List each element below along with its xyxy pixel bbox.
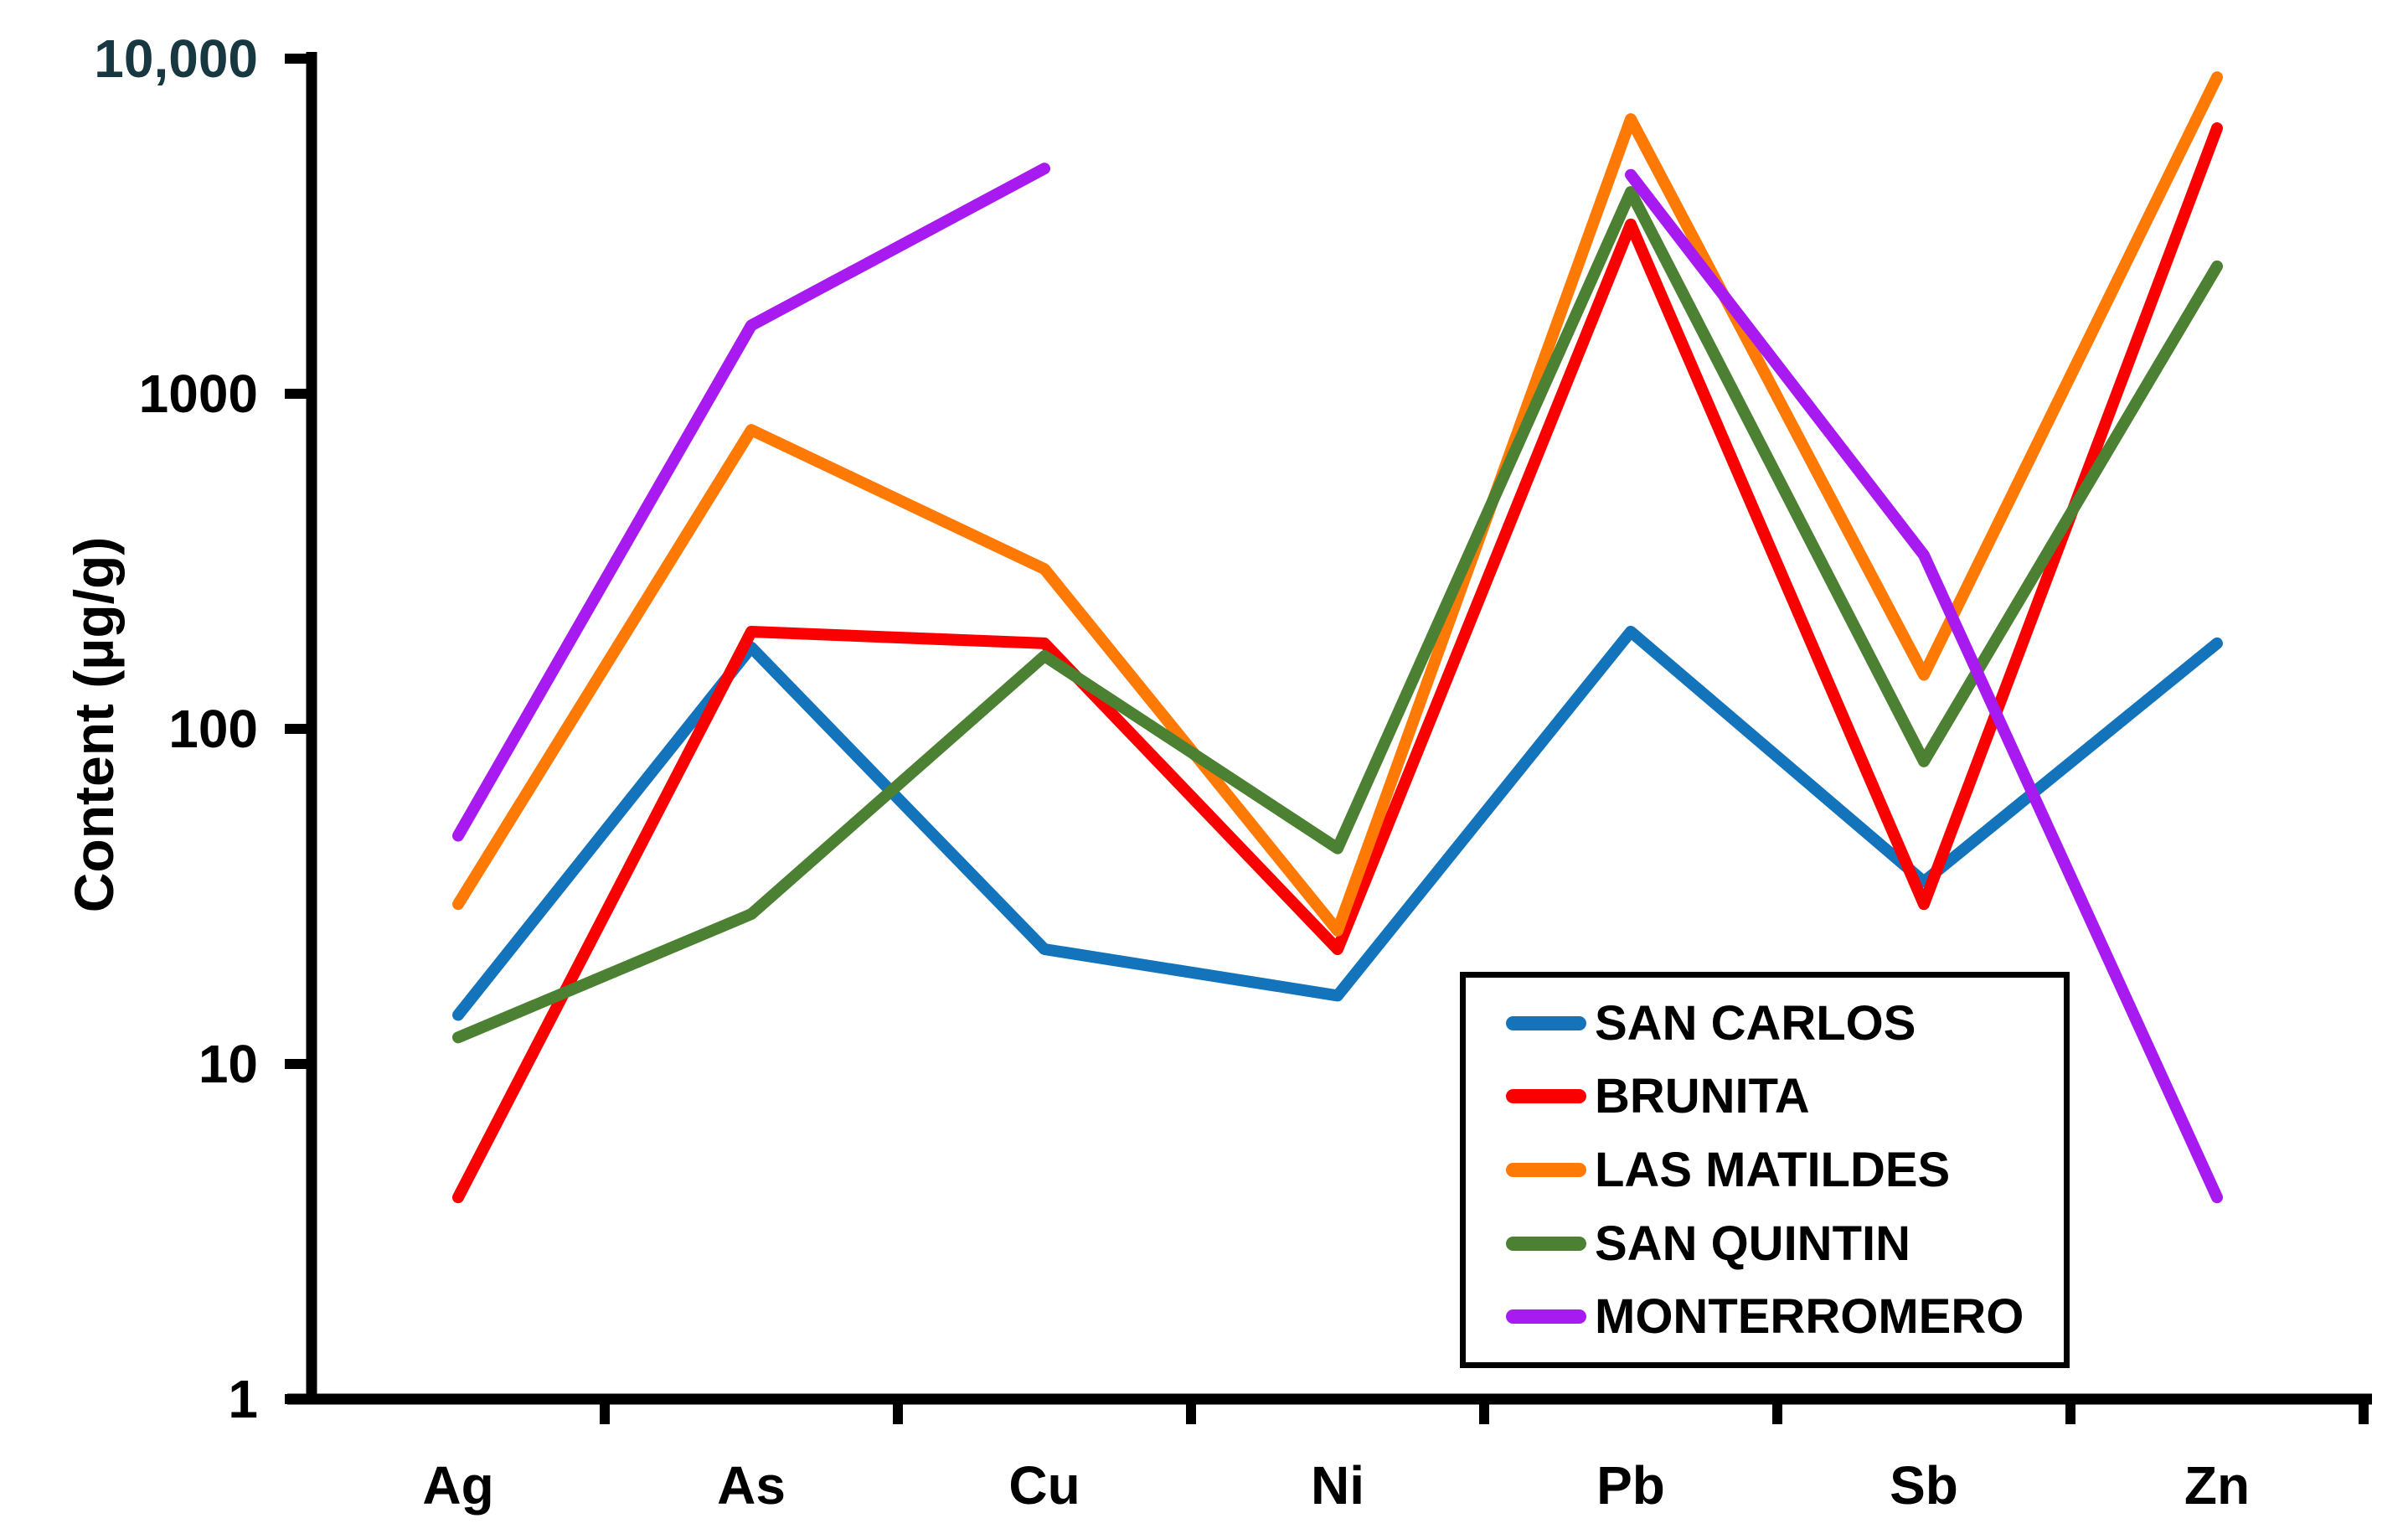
axes (285, 52, 2372, 1424)
legend-label: SAN QUINTIN (1595, 1216, 1910, 1271)
legend-item: SAN CARLOS (1506, 995, 2064, 1051)
legend: SAN CARLOS BRUNITA LAS MATILDES SAN QUIN… (1460, 972, 2070, 1368)
series-line-san-quintin (452, 186, 2223, 1044)
legend-label: SAN CARLOS (1595, 995, 1916, 1051)
legend-swatch (1506, 1162, 1586, 1177)
legend-swatch (1506, 1015, 1586, 1030)
y-tick-label-1000: 1000 (138, 364, 258, 424)
legend-swatch (1506, 1309, 1586, 1325)
x-label-ni: Ni (1311, 1455, 1364, 1516)
x-label-ag: Ag (422, 1455, 494, 1516)
legend-swatch (1506, 1089, 1586, 1104)
legend-item: SAN QUINTIN (1506, 1216, 2064, 1272)
series-line-monterromero (1625, 168, 2223, 1204)
legend-swatch (1506, 1236, 1586, 1251)
legend-label: LAS MATILDES (1595, 1142, 1951, 1197)
y-tick-label-1: 1 (228, 1369, 258, 1429)
y-tick-label-10: 10 (198, 1034, 258, 1094)
x-label-pb: Pb (1596, 1455, 1665, 1516)
series-line-san-carlos (452, 626, 2223, 1021)
x-label-zn: Zn (2184, 1455, 2251, 1516)
x-label-sb: Sb (1890, 1455, 1958, 1516)
legend-label: BRUNITA (1595, 1069, 1810, 1124)
x-label-cu: Cu (1008, 1455, 1080, 1516)
y-tick-label-10000: 10,000 (94, 28, 258, 89)
legend-label: MONTERROMERO (1595, 1289, 2024, 1345)
legend-item: LAS MATILDES (1506, 1142, 2064, 1198)
series-line-monterromero (452, 163, 1050, 842)
series-line-las-matildes (452, 71, 2223, 937)
legend-item: BRUNITA (1506, 1068, 2064, 1124)
series-lines (452, 71, 2223, 1204)
series-line-brunita (452, 122, 2223, 1204)
y-tick-label-100: 100 (168, 699, 258, 759)
y-axis-title: Content (µg/g) (63, 536, 125, 913)
x-label-as: As (717, 1455, 786, 1516)
legend-item: MONTERROMERO (1506, 1289, 2064, 1345)
